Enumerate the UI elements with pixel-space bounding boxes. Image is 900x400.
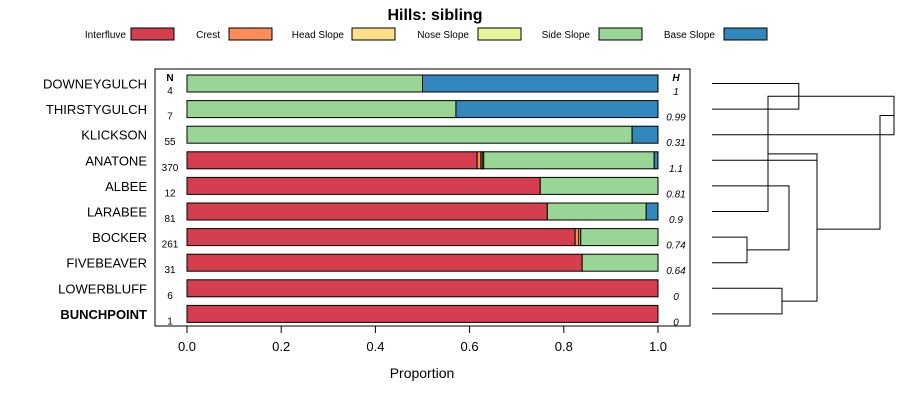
x-axis: 0.0 0.2 0.4 0.6 0.8 1.0 [178, 326, 667, 354]
dendrogram-link [782, 157, 818, 302]
row-h: 1.1 [669, 164, 683, 175]
dendrogram [712, 83, 895, 315]
dendrogram-link [712, 236, 748, 264]
legend-swatch-0 [130, 27, 175, 41]
h-header: H [672, 73, 680, 84]
bar-segment-interfluve [186, 253, 583, 272]
row-n: 81 [164, 214, 176, 225]
row-h: 1 [673, 87, 679, 98]
x-tick-label: 0.0 [178, 339, 196, 354]
row-h: 0.74 [666, 241, 686, 252]
bar-segment-side-slope [539, 176, 659, 195]
legend-label-4: Side Slope [542, 30, 591, 41]
row-n: 7 [167, 112, 173, 123]
bar-segment-interfluve [186, 151, 478, 170]
bar-segment-base-slope [653, 151, 659, 170]
bar-segment-side-slope [580, 228, 659, 247]
legend-label-5: Base Slope [664, 30, 716, 41]
row-label: DOWNEYGULCH [43, 77, 147, 92]
dendrogram-link [712, 185, 790, 251]
plot-frame [154, 68, 691, 327]
legend-label-1: Crest [196, 30, 220, 41]
legend-swatch-5 [723, 27, 768, 41]
row-h: 0 [673, 317, 679, 328]
row-label: ANATONE [85, 153, 147, 168]
bar-segment-interfluve [186, 176, 541, 195]
bar-segment-crest [574, 228, 580, 247]
row-label: LOWERBLUFF [58, 281, 147, 296]
bar-segment-base-slope [645, 202, 659, 221]
rows: DOWNEYGULCH 4 1 THIRSTYGULCH 7 0.99 KLICKSON 55… [43, 74, 686, 328]
bar-segment-side-slope [483, 151, 655, 170]
legend-label-3: Nose Slope [417, 30, 469, 41]
x-axis-label: Proportion [390, 365, 455, 381]
row-label: BOCKER [92, 230, 147, 245]
bar-segment-side-slope [186, 125, 633, 144]
x-tick-label: 0.4 [366, 339, 384, 354]
x-tick-label: 0.6 [461, 339, 479, 354]
n-header: N [166, 73, 173, 84]
bar-segment-interfluve [186, 228, 576, 247]
row-n: 55 [164, 137, 176, 148]
bar-segment-interfluve [186, 304, 659, 323]
row-h: 0.99 [666, 113, 686, 124]
bar-segment-side-slope [186, 100, 457, 119]
x-tick-label: 1.0 [649, 339, 667, 354]
row-h: 0.64 [666, 266, 686, 277]
chart-title: Hills: sibling [387, 7, 482, 24]
row-h: 0.81 [666, 189, 685, 200]
dendrogram-link [712, 95, 895, 136]
row-label: BUNCHPOINT [60, 307, 147, 322]
row-label: KLICKSON [81, 128, 147, 143]
bar-segment-side-slope [546, 202, 647, 221]
bar-segment-side-slope [186, 74, 423, 93]
row-h: 0 [673, 292, 679, 303]
bar-segment-base-slope [455, 100, 659, 119]
row-n: 1 [167, 316, 173, 327]
legend-swatch-3 [477, 27, 522, 41]
dendrogram-link [712, 287, 783, 315]
legend-label-2: Head Slope [292, 30, 345, 41]
row-label: ALBEE [105, 179, 147, 194]
legend-swatch-2 [351, 27, 396, 41]
bar-segment-crest [476, 151, 482, 170]
legend-label-0: Interfluve [85, 30, 127, 41]
row-label: FIVEBEAVER [66, 256, 147, 271]
bar-segment-base-slope [422, 74, 659, 93]
dendrogram-link [712, 153, 818, 161]
bar-segment-interfluve [186, 202, 548, 221]
legend-swatch-4 [598, 27, 643, 41]
x-tick-label: 0.2 [272, 339, 290, 354]
row-n: 6 [167, 291, 173, 302]
row-h: 0.31 [666, 138, 685, 149]
row-label: LARABEE [87, 205, 147, 220]
row-label: THIRSTYGULCH [46, 102, 147, 117]
bar-segment-side-slope [581, 253, 659, 272]
x-tick-label: 0.8 [555, 339, 573, 354]
row-n: 261 [162, 240, 179, 251]
row-n: 370 [162, 163, 179, 174]
dendrogram-link [817, 115, 894, 230]
row-n: 4 [167, 86, 173, 97]
bar-segment-interfluve [186, 279, 659, 298]
legend-swatch-1 [228, 27, 273, 41]
row-n: 31 [164, 265, 176, 276]
legend: Interfluve Crest Head Slope Nose Slope Side … [85, 27, 768, 41]
bar-segment-base-slope [631, 125, 659, 144]
row-n: 12 [164, 188, 176, 199]
row-h: 0.9 [669, 215, 683, 226]
